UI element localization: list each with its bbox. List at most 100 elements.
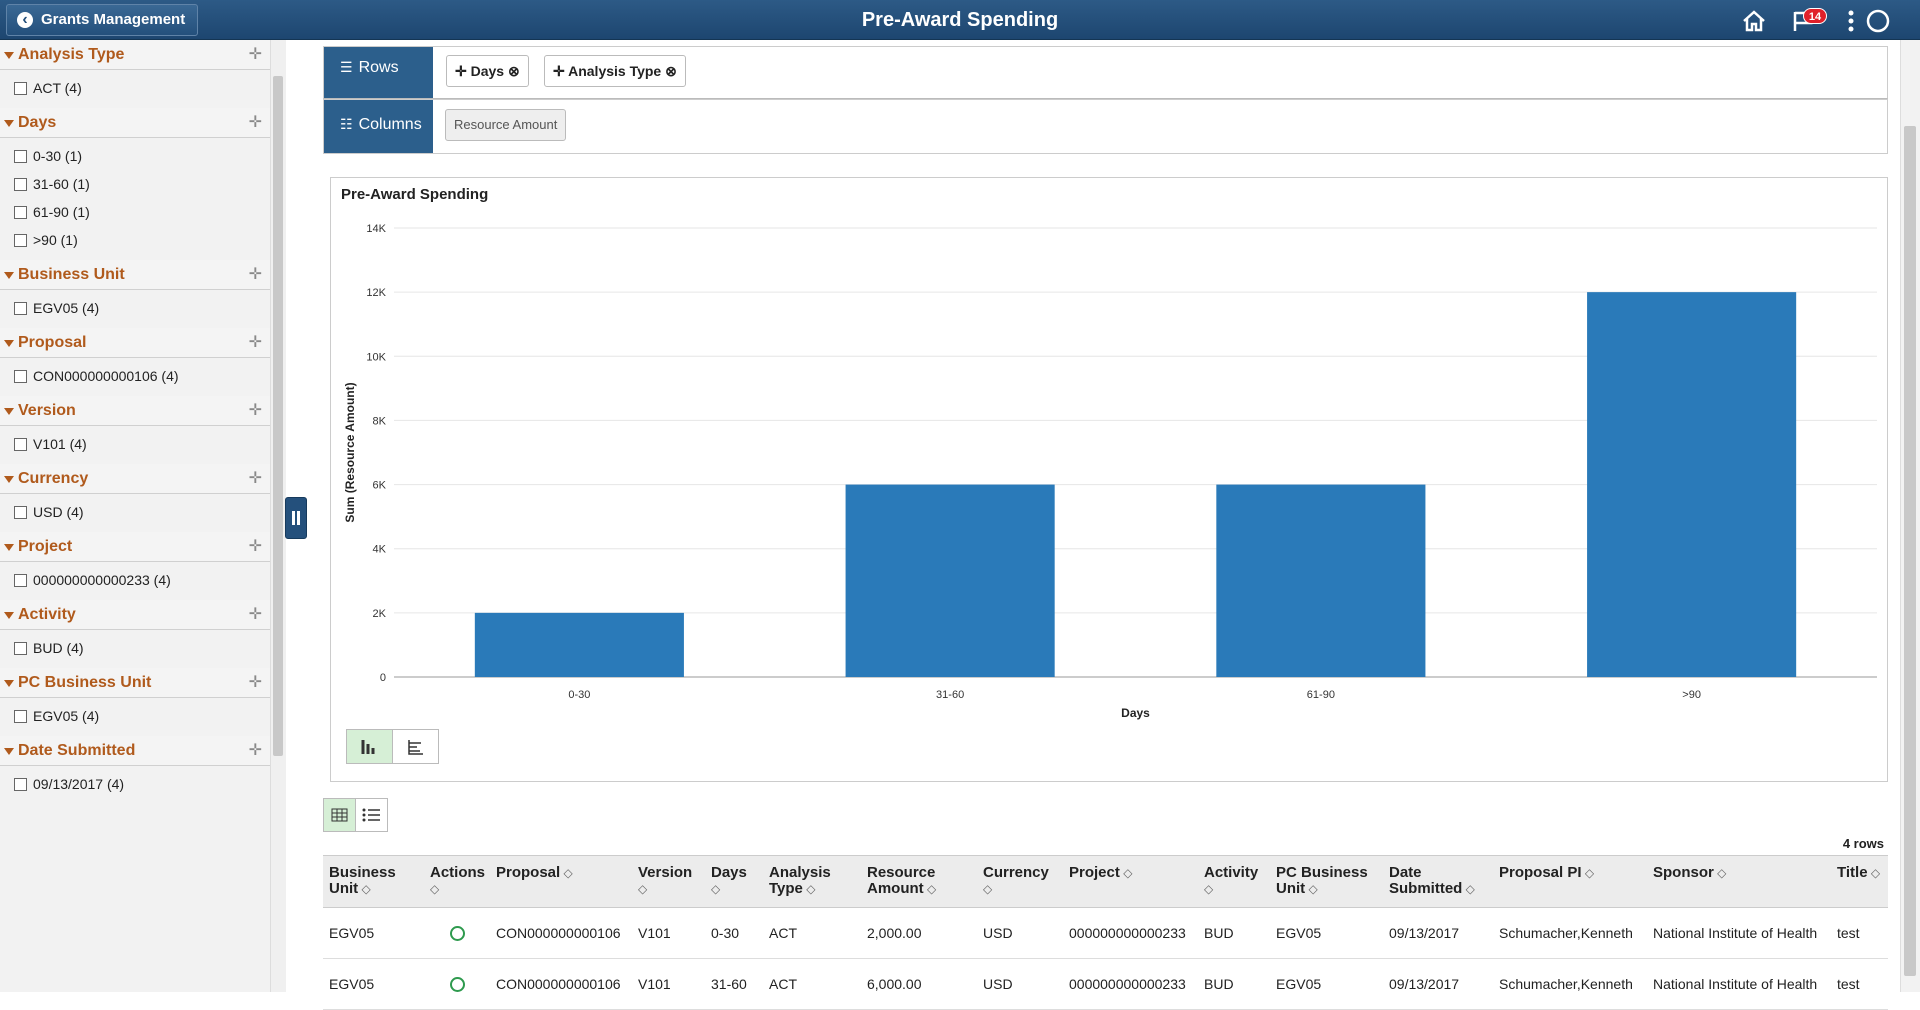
rows-label: ☰ Rows bbox=[324, 47, 433, 98]
grid-row: EGV05 CON000000000106 V101 0-30 ACT 2,000.00 U… bbox=[323, 907, 1888, 959]
facet-title[interactable]: Date Submitted bbox=[0, 736, 270, 766]
facet-checkbox[interactable]: V101 (4) bbox=[0, 430, 270, 458]
icon bbox=[362, 808, 380, 822]
column-header[interactable]: Analysis Type bbox=[763, 855, 861, 908]
column-header-text: Currency bbox=[983, 864, 1049, 897]
y-tick-label: 2K bbox=[373, 608, 387, 620]
facet-title[interactable]: Version bbox=[0, 396, 270, 426]
facet-title[interactable]: Days bbox=[0, 108, 270, 138]
column-header[interactable]: Date Submitted bbox=[1383, 855, 1493, 908]
facet-checkbox[interactable]: 61-90 (1) bbox=[0, 198, 270, 226]
results-grid: Business Unit Actions Proposal Version Days A… bbox=[323, 855, 1888, 1010]
grid-cell: USD bbox=[977, 907, 1063, 959]
facet-checkbox[interactable]: 09/13/2017 (4) bbox=[0, 770, 270, 798]
pill-text: Analysis Type bbox=[568, 63, 662, 79]
x-tick-label: >90 bbox=[1682, 689, 1701, 701]
y-tick-label: 12K bbox=[366, 287, 386, 299]
column-header[interactable]: Proposal PI bbox=[1493, 855, 1647, 908]
columns-panel: ☷ Columns Resource Amount bbox=[323, 99, 1888, 154]
column-header[interactable]: Proposal bbox=[490, 855, 632, 908]
rows-panel: ☰ Rows ✛ Days ⊗ ✛ Analysis Type ⊗ bbox=[323, 46, 1888, 99]
column-header[interactable]: Resource Amount bbox=[861, 855, 977, 908]
column-header[interactable]: Activity bbox=[1198, 855, 1270, 908]
facet-checkbox[interactable]: BUD (4) bbox=[0, 634, 270, 662]
column-header[interactable]: Sponsor bbox=[1647, 855, 1831, 908]
row-pill[interactable]: ✛ Days ⊗ bbox=[446, 55, 529, 87]
facet-items: EGV05 (4) bbox=[0, 290, 270, 328]
back-button[interactable]: Grants Management bbox=[6, 4, 199, 36]
column-header[interactable]: Version bbox=[632, 855, 705, 908]
x-tick-label: 31-60 bbox=[936, 689, 964, 701]
facet-checkbox[interactable]: ACT (4) bbox=[0, 74, 270, 102]
facet-title[interactable]: Activity bbox=[0, 600, 270, 630]
column-header[interactable]: Project bbox=[1063, 855, 1198, 908]
facet-checkbox[interactable]: 31-60 (1) bbox=[0, 170, 270, 198]
pill-text: Days bbox=[470, 63, 505, 79]
facet-title[interactable]: Analysis Type bbox=[0, 40, 270, 70]
actions-cell bbox=[424, 958, 490, 1010]
facet-checkbox[interactable]: USD (4) bbox=[0, 498, 270, 526]
column-header-text: Proposal bbox=[496, 864, 573, 881]
list-view-button[interactable] bbox=[355, 798, 388, 832]
column-header[interactable]: Currency bbox=[977, 855, 1063, 908]
bar bbox=[1216, 484, 1426, 677]
chart: Pre-Award Spending 0 2K 4K 6K 8K 10K 12K 14K 0-3… bbox=[341, 186, 1877, 720]
scrollbar-thumb[interactable] bbox=[273, 76, 283, 756]
facet-items: USD (4) bbox=[0, 494, 270, 532]
grid-body: EGV05 CON000000000106 V101 0-30 ACT 2,000.00 U… bbox=[323, 907, 1888, 1010]
column-header-text: Analysis Type bbox=[769, 864, 831, 897]
row-count: 4 rows bbox=[1842, 836, 1884, 851]
horizontal-bar-button[interactable] bbox=[392, 729, 439, 764]
column-header-text: Date Submitted bbox=[1389, 864, 1475, 897]
row-pill[interactable]: ✛ Analysis Type ⊗ bbox=[544, 55, 686, 87]
facet: Analysis Type ACT (4) bbox=[0, 40, 270, 108]
grid-cell: National Institute of Health bbox=[1647, 907, 1831, 959]
collapse-handle[interactable] bbox=[285, 497, 307, 539]
grid-cell: 31-60 bbox=[705, 958, 763, 1010]
actions-button[interactable] bbox=[450, 977, 465, 993]
facet-title[interactable]: Proposal bbox=[0, 328, 270, 358]
column-header[interactable]: PC Business Unit bbox=[1270, 855, 1383, 908]
grid-cell: 09/13/2017 bbox=[1383, 907, 1493, 959]
facet-title[interactable]: Project bbox=[0, 532, 270, 562]
column-header[interactable]: Business Unit bbox=[323, 855, 424, 908]
facet-checkbox[interactable]: CON000000000106 (4) bbox=[0, 362, 270, 390]
grid-cell: BUD bbox=[1198, 958, 1270, 1010]
column-pill[interactable]: Resource Amount bbox=[445, 109, 567, 141]
grid-cell: EGV05 bbox=[323, 958, 424, 1010]
facet-title[interactable]: Business Unit bbox=[0, 260, 270, 290]
column-header[interactable]: Title bbox=[1831, 855, 1888, 908]
facet-checkbox[interactable]: EGV05 (4) bbox=[0, 702, 270, 730]
column-header-text: Business Unit bbox=[329, 864, 396, 897]
actions-button[interactable] bbox=[450, 926, 465, 942]
facet-checkbox[interactable]: >90 (1) bbox=[0, 226, 270, 254]
facet-title[interactable]: Currency bbox=[0, 464, 270, 494]
y-tick-label: 0 bbox=[380, 672, 386, 684]
facet-checkbox[interactable]: EGV05 (4) bbox=[0, 294, 270, 322]
grid-cell: ACT bbox=[763, 907, 861, 959]
facet-items: BUD (4) bbox=[0, 630, 270, 668]
column-header-text: PC Business Unit bbox=[1276, 864, 1368, 897]
facet-checkbox[interactable]: 0-30 (1) bbox=[0, 142, 270, 170]
grid-cell: V101 bbox=[632, 958, 705, 1010]
vertical-bar-button[interactable] bbox=[346, 729, 393, 764]
facet: Version V101 (4) bbox=[0, 396, 270, 464]
facet-title[interactable]: PC Business Unit bbox=[0, 668, 270, 698]
columns-label-text: Columns bbox=[358, 116, 422, 133]
menu-icon[interactable] bbox=[1848, 10, 1854, 32]
scrollbar-thumb[interactable] bbox=[1904, 126, 1916, 976]
grid-cell: V101 bbox=[632, 907, 705, 959]
column-header[interactable]: Actions bbox=[424, 855, 490, 908]
facet-items: 000000000000233 (4) bbox=[0, 562, 270, 600]
chart-view-button[interactable] bbox=[323, 798, 356, 832]
actions-cell bbox=[424, 907, 490, 959]
navbar-icon[interactable] bbox=[1866, 9, 1890, 33]
grid-cell: test bbox=[1831, 907, 1888, 959]
facet: Business Unit EGV05 (4) bbox=[0, 260, 270, 328]
rows-label-text: Rows bbox=[358, 59, 399, 76]
column-header[interactable]: Days bbox=[705, 855, 763, 908]
bar bbox=[474, 612, 684, 677]
home-icon[interactable] bbox=[1743, 10, 1765, 32]
facet-checkbox[interactable]: 000000000000233 (4) bbox=[0, 566, 270, 594]
facet-items: V101 (4) bbox=[0, 426, 270, 464]
